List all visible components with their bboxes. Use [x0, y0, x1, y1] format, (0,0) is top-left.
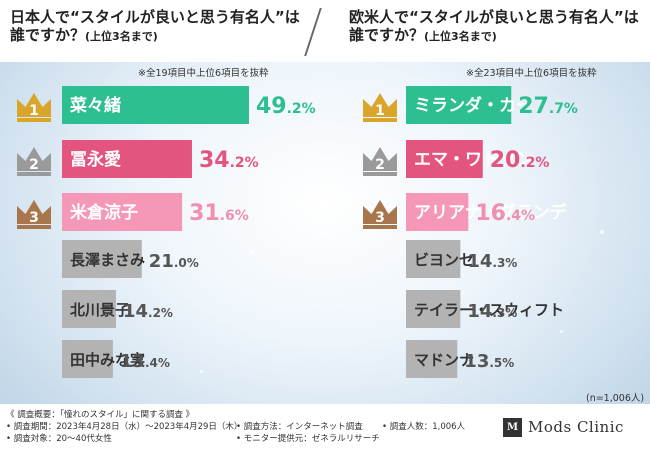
right-title-line2-wrap: 誰ですか？(上位3名まで) — [349, 26, 649, 46]
right-bar-category-label: エマ・ワトソン — [414, 150, 533, 170]
right-bar — [406, 240, 461, 278]
logo-text: Mods Clinic — [528, 418, 624, 436]
crown-base-icon — [363, 172, 397, 176]
left-bar-category-label: 米倉涼子 — [70, 202, 138, 223]
left-bar-category-label: 冨永愛 — [70, 149, 121, 170]
sparkle — [560, 330, 563, 333]
right-chart-title: 欧米人で“スタイルが良いと思う有名人”は 誰ですか？(上位3名まで) — [349, 8, 649, 46]
footer-overview: 《 調査概要：「憧れのスタイル」に関する調査 》 — [6, 410, 195, 420]
left-title-sub: (上位3名まで) — [85, 30, 158, 43]
sample-size-note: (n=1,006人) — [586, 393, 645, 404]
right-bar — [406, 340, 458, 378]
crown-base-icon — [17, 118, 51, 122]
right-bar-category-label: テイラー・スウィフト — [414, 301, 564, 319]
left-bar-category-label: 田中みな実 — [70, 351, 145, 369]
crown-icon — [363, 93, 397, 117]
header-bar: 日本人で“スタイルが良いと思う有名人”は 誰ですか？(上位3名まで) 欧米人で“… — [0, 0, 650, 62]
footer-period: • 調査期間：2023年4月28日（水）〜2023年4月29日（木） — [6, 422, 243, 432]
left-bar-category-label: 北川景子 — [70, 301, 130, 319]
left-note: ※全19項目中上位6項目を抜粋 — [138, 68, 269, 79]
rank-number-label: 1 — [375, 103, 385, 119]
left-bar-value-label: 13.4% — [120, 351, 170, 372]
right-bar-value-label: 16.4% — [475, 201, 535, 226]
crown-base-icon — [363, 225, 397, 229]
left-bar-value-label: 14.2% — [123, 301, 173, 322]
footer-method: • 調査方法：インターネット調査 — [236, 422, 363, 432]
right-bar — [406, 193, 469, 231]
right-title-sub: (上位3名まで) — [424, 30, 497, 43]
crown-icon — [17, 200, 51, 224]
left-bar — [62, 340, 113, 378]
left-bar — [62, 86, 249, 124]
left-bar-category-label: 菜々緒 — [69, 95, 121, 116]
left-bar — [62, 140, 192, 178]
left-bar-value-label: 49.2% — [256, 94, 316, 119]
crown-base-icon — [17, 225, 51, 229]
left-bar — [62, 240, 142, 278]
rank-number-label: 3 — [29, 210, 39, 226]
rank-number-label: 1 — [29, 103, 39, 119]
footer-count: • 調査人数：1,006人 — [382, 422, 466, 432]
right-bar — [406, 140, 483, 178]
footer-provider: • モニター提供元：ゼネラルリサーチ — [236, 434, 380, 444]
sparkle — [200, 370, 203, 373]
left-title-line1: 日本人で“スタイルが良いと思う有名人”は — [10, 8, 300, 26]
mods-clinic-logo: M Mods Clinic — [503, 415, 624, 439]
right-bar-value-label: 27.7% — [518, 94, 578, 119]
left-chart-title: 日本人で“スタイルが良いと思う有名人”は 誰ですか？(上位3名まで) — [10, 8, 310, 46]
right-bar-category-label: マドンナ — [414, 351, 474, 369]
footer: 《 調査概要：「憧れのスタイル」に関する調査 》 • 調査期間：2023年4月2… — [0, 404, 650, 450]
left-bar-value-label: 21.0% — [149, 251, 199, 272]
right-bar-category-label: ビヨンセ — [414, 251, 474, 269]
rank-number-label: 2 — [29, 157, 39, 173]
logo-mark: M — [503, 417, 522, 437]
rank-number-label: 2 — [375, 157, 385, 173]
right-bar-category-label: アリアナ・グランデ — [414, 202, 568, 223]
sparkle — [320, 180, 323, 183]
right-bar — [406, 86, 512, 124]
right-title-line1: 欧米人で“スタイルが良いと思う有名人”は — [349, 8, 639, 26]
crown-icon — [363, 147, 397, 171]
left-bar-value-label: 34.2% — [199, 148, 259, 173]
right-bar — [406, 290, 461, 328]
left-title-line2: 誰ですか？ — [10, 26, 86, 44]
crown-icon — [17, 93, 51, 117]
right-bar-value-label: 13.5% — [464, 351, 514, 372]
crown-base-icon — [17, 172, 51, 176]
rank-number-label: 3 — [375, 210, 385, 226]
crown-icon — [17, 147, 51, 171]
left-bar — [62, 193, 183, 231]
sparkle — [600, 230, 604, 234]
left-bar — [62, 290, 116, 328]
right-bar-category-label: ミランダ・カー — [414, 95, 533, 116]
right-bar-value-label: 14.3% — [467, 301, 517, 322]
right-note: ※全23項目中上位6項目を抜粋 — [466, 68, 597, 79]
left-bar-value-label: 31.6% — [189, 201, 249, 226]
right-bar-value-label: 20.2% — [490, 148, 550, 173]
right-bar-value-label: 14.3% — [467, 251, 517, 272]
sparkle — [250, 250, 254, 254]
crown-icon — [363, 200, 397, 224]
footer-target: • 調査対象：20〜40代女性 — [6, 434, 112, 444]
left-title-line2-wrap: 誰ですか？(上位3名まで) — [10, 26, 310, 46]
right-title-line2: 誰ですか？ — [349, 26, 425, 44]
left-bar-category-label: 長澤まさみ — [70, 251, 145, 269]
crown-base-icon — [363, 118, 397, 122]
